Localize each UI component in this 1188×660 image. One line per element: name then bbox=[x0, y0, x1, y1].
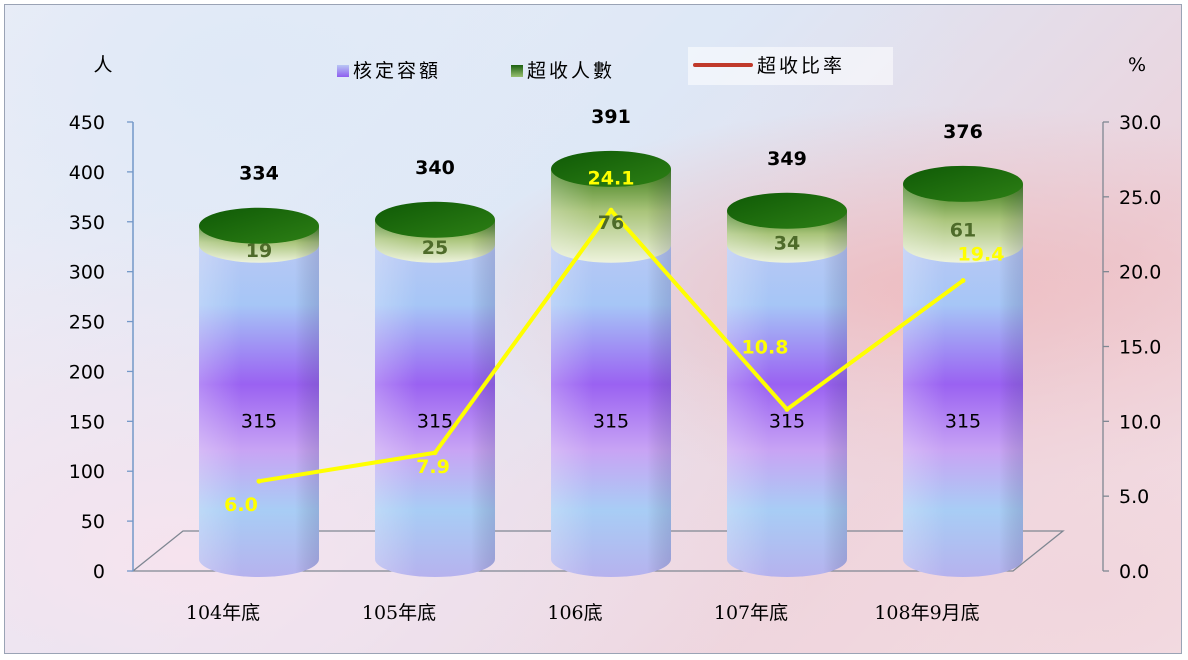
bar-base-shade bbox=[375, 244, 495, 577]
right-tick-label: 30.0 bbox=[1119, 112, 1161, 134]
category-labels: 104年底 105年底 106底 107年底 108年9月底 bbox=[186, 602, 980, 624]
legend-swatch-base bbox=[337, 65, 349, 77]
rate-point bbox=[960, 278, 966, 284]
rate-point bbox=[784, 406, 790, 412]
legend-item-rate: 超收比率 bbox=[688, 47, 893, 85]
left-axis-title: 人 bbox=[93, 54, 112, 76]
legend-item-base: 核定容額 bbox=[337, 60, 441, 82]
legend: 核定容額 超收人數 超收比率 bbox=[337, 47, 893, 85]
bar-top-cap bbox=[903, 165, 1023, 202]
total-label: 376 bbox=[943, 121, 983, 143]
rate-label: 24.1 bbox=[588, 167, 635, 189]
chart-frame: 0 50 100 150 200 250 300 350 400 450 0.0 5.0 10.0 15… bbox=[4, 4, 1182, 654]
left-tick-label: 200 bbox=[69, 361, 105, 383]
total-label: 349 bbox=[767, 148, 807, 170]
legend-label-rate: 超收比率 bbox=[757, 55, 845, 77]
rate-label: 19.4 bbox=[958, 244, 1005, 266]
base-label: 315 bbox=[593, 410, 629, 432]
left-tick-label: 0 bbox=[93, 561, 105, 583]
left-tick-label: 350 bbox=[69, 212, 105, 234]
left-tick-label: 50 bbox=[81, 511, 105, 533]
chart-svg: 0 50 100 150 200 250 300 350 400 450 0.0 5.0 10.0 15… bbox=[69, 47, 1161, 624]
bar-top-cap bbox=[551, 150, 671, 187]
rate-label: 7.9 bbox=[416, 456, 450, 478]
extra-label: 25 bbox=[422, 237, 448, 259]
bar-top-cap bbox=[727, 192, 847, 229]
right-tick-label: 15.0 bbox=[1119, 337, 1161, 359]
bar-base-shade bbox=[903, 244, 1023, 577]
rate-label: 10.8 bbox=[742, 336, 789, 358]
rate-line-group bbox=[256, 207, 966, 484]
base-label: 315 bbox=[417, 410, 453, 432]
bar-base-shade bbox=[551, 244, 671, 577]
extra-label: 76 bbox=[598, 212, 624, 234]
legend-swatch-extra bbox=[511, 65, 523, 77]
left-tick-label: 100 bbox=[69, 461, 105, 483]
rate-point bbox=[608, 207, 614, 213]
category-label: 108年9月底 bbox=[874, 602, 979, 624]
bar-top-cap bbox=[375, 201, 495, 238]
category-label: 105年底 bbox=[362, 602, 436, 624]
left-tick-label: 250 bbox=[69, 312, 105, 334]
legend-label-extra: 超收人數 bbox=[527, 60, 615, 82]
total-label: 391 bbox=[591, 106, 631, 128]
right-tick-label: 20.0 bbox=[1119, 262, 1161, 284]
rate-point bbox=[432, 450, 438, 456]
value-labels: 334 315 19 6.0 340 315 25 7.9 391 315 76 24.1 349 315… bbox=[224, 106, 1004, 516]
bar-base-shade bbox=[199, 244, 319, 577]
left-tick-label: 450 bbox=[69, 112, 105, 134]
legend-label-base: 核定容額 bbox=[353, 60, 441, 82]
extra-label: 34 bbox=[774, 233, 800, 255]
left-tick-label: 150 bbox=[69, 411, 105, 433]
left-tick-label: 400 bbox=[69, 162, 105, 184]
extra-label: 19 bbox=[246, 240, 272, 262]
left-axis-ticks: 0 50 100 150 200 250 300 350 400 450 bbox=[69, 112, 133, 583]
total-label: 340 bbox=[415, 157, 455, 179]
right-axis-ticks: 0.0 5.0 10.0 15.0 20.0 25.0 30.0 bbox=[1103, 112, 1161, 583]
base-label: 315 bbox=[945, 410, 981, 432]
base-label: 315 bbox=[241, 410, 277, 432]
rate-label: 6.0 bbox=[224, 494, 258, 516]
right-axis-title: % bbox=[1128, 54, 1146, 76]
left-tick-label: 300 bbox=[69, 262, 105, 284]
right-tick-label: 0.0 bbox=[1119, 561, 1149, 583]
category-label: 106底 bbox=[547, 602, 602, 624]
right-tick-label: 25.0 bbox=[1119, 187, 1161, 209]
chart-floor bbox=[131, 530, 1065, 572]
legend-item-extra: 超收人數 bbox=[511, 60, 615, 82]
rate-point bbox=[256, 478, 262, 484]
total-label: 334 bbox=[239, 163, 279, 185]
base-label: 315 bbox=[769, 410, 805, 432]
category-label: 104年底 bbox=[186, 602, 260, 624]
right-tick-label: 5.0 bbox=[1119, 486, 1149, 508]
bar-extra-shade bbox=[903, 183, 1023, 263]
right-tick-label: 10.0 bbox=[1119, 411, 1161, 433]
bar-extra-shade bbox=[551, 168, 671, 263]
bar-top-cap bbox=[199, 207, 319, 244]
category-label: 107年底 bbox=[714, 602, 788, 624]
extra-label: 61 bbox=[950, 219, 976, 241]
